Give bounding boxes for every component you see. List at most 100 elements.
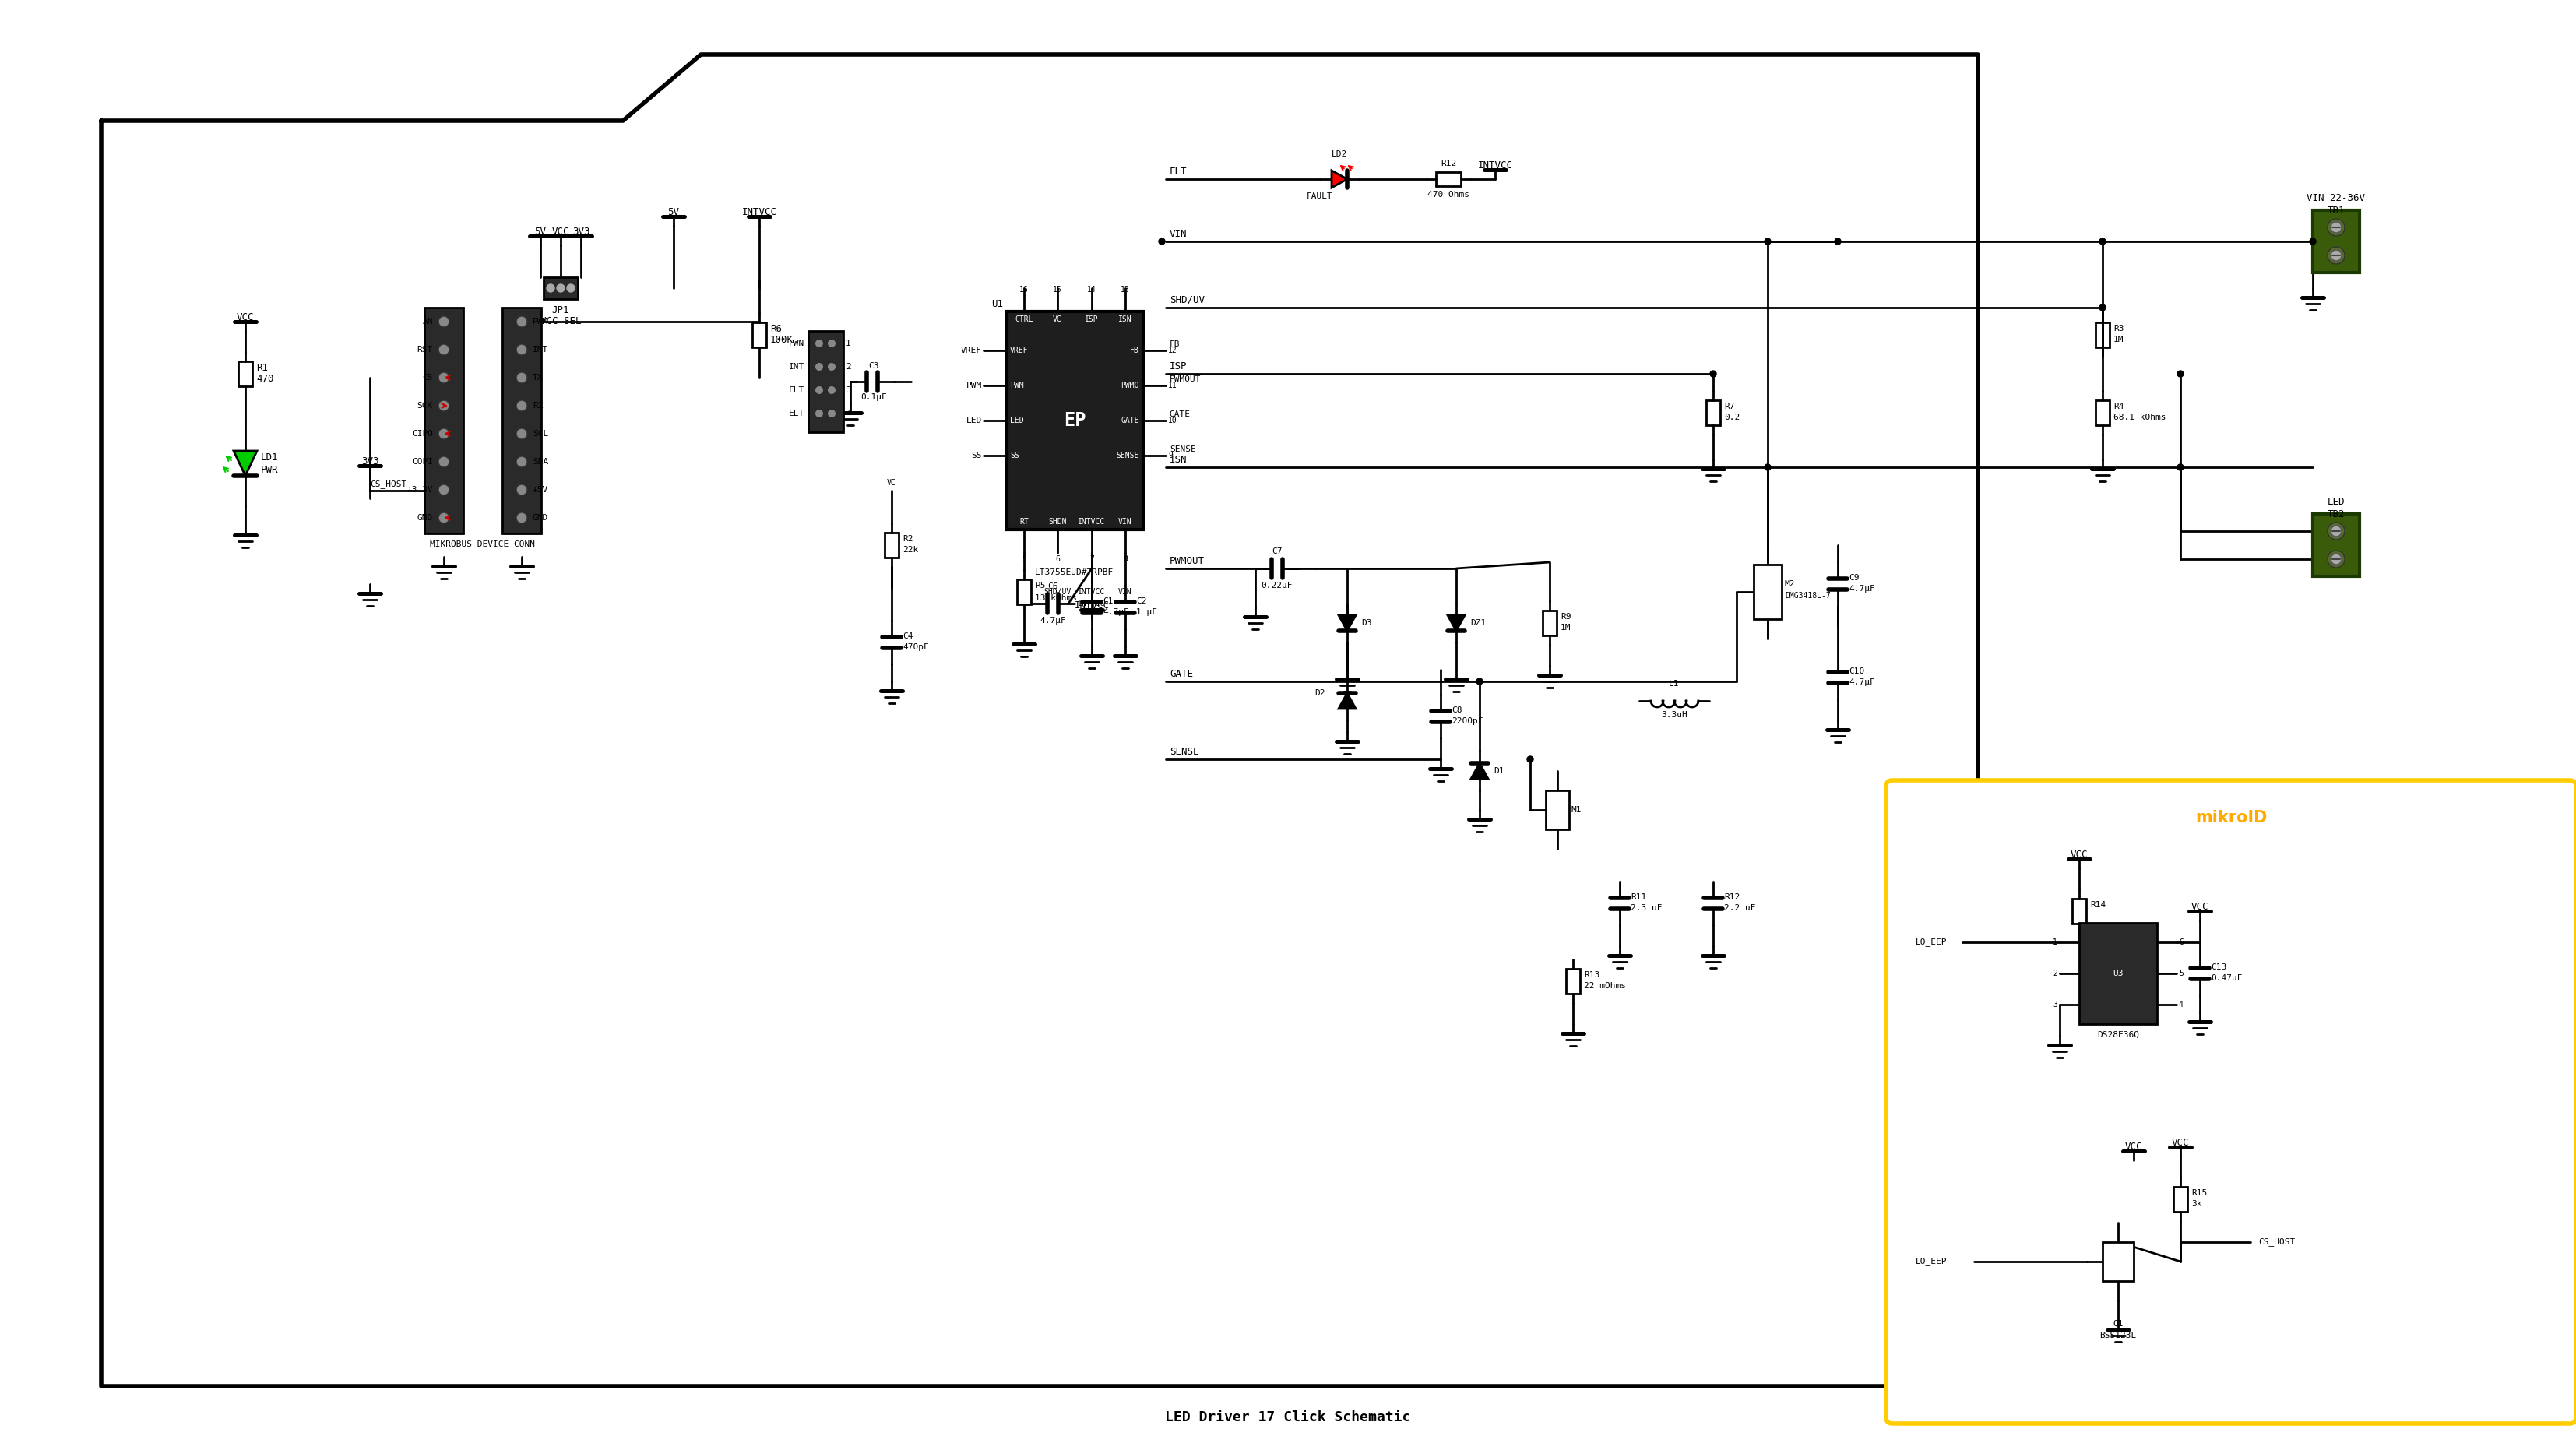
Text: 5: 5 [1023, 556, 1025, 563]
Circle shape [515, 428, 528, 439]
Text: CS_HOST: CS_HOST [371, 480, 407, 488]
Circle shape [2177, 464, 2184, 471]
Text: VREF: VREF [1010, 346, 1028, 355]
Text: INT: INT [533, 346, 549, 353]
Circle shape [2331, 526, 2342, 537]
Text: 13: 13 [1121, 286, 1131, 293]
Circle shape [2331, 223, 2342, 233]
Circle shape [515, 401, 528, 411]
Text: INTVCC: INTVCC [1077, 518, 1105, 526]
Text: VREF: VREF [961, 346, 981, 355]
Text: VIN: VIN [1170, 228, 1188, 238]
Circle shape [515, 513, 528, 523]
Circle shape [817, 409, 824, 418]
Text: 10: 10 [1167, 416, 1177, 425]
Text: 13 kOhms: 13 kOhms [1036, 595, 1077, 602]
Circle shape [515, 316, 528, 327]
Circle shape [2099, 238, 2105, 244]
Circle shape [2329, 523, 2344, 540]
Text: SENSE: SENSE [1115, 452, 1139, 460]
Text: C7: C7 [1273, 547, 1283, 556]
Text: VCC SEL: VCC SEL [541, 316, 582, 326]
Text: INT: INT [788, 363, 804, 370]
Text: C1: C1 [1103, 597, 1113, 605]
Text: PWMOUT: PWMOUT [1170, 375, 1200, 383]
Bar [240, 362, 252, 386]
Text: FB: FB [1131, 346, 1139, 355]
Text: GND: GND [2141, 1001, 2154, 1008]
Text: CS_HOST: CS_HOST [2259, 1238, 2295, 1246]
Text: 4.7μF: 4.7μF [1850, 678, 1875, 686]
Text: SS: SS [1010, 452, 1020, 460]
Text: R6: R6 [770, 323, 783, 333]
Text: SS: SS [971, 452, 981, 460]
Circle shape [1834, 238, 1842, 244]
Circle shape [817, 386, 824, 393]
Text: INTVCC: INTVCC [1077, 587, 1105, 596]
Circle shape [556, 284, 564, 292]
Text: LED: LED [1010, 416, 1023, 425]
Circle shape [1765, 464, 1770, 471]
Text: D2: D2 [1314, 689, 1327, 696]
Text: GND: GND [2081, 1001, 2097, 1008]
Text: FLT: FLT [788, 386, 804, 393]
FancyBboxPatch shape [1886, 780, 2576, 1423]
Bar [809, 330, 842, 432]
Text: FLT: FLT [1170, 167, 1188, 177]
Text: PWM: PWM [966, 382, 981, 389]
Polygon shape [1340, 694, 1355, 708]
Text: 4: 4 [845, 409, 850, 418]
Circle shape [2311, 238, 2316, 244]
Text: 2.2 uF: 2.2 uF [1723, 905, 1757, 912]
Text: COPI: COPI [412, 458, 433, 465]
Text: U3: U3 [2112, 969, 2123, 978]
Text: ISN: ISN [1170, 454, 1188, 464]
Text: 4.7μF: 4.7μF [1103, 609, 1128, 616]
Circle shape [438, 428, 448, 439]
Text: PWR: PWR [260, 464, 278, 475]
Text: R12: R12 [1723, 893, 1739, 900]
Circle shape [2177, 370, 2184, 376]
Text: PIO: PIO [2141, 969, 2154, 978]
Text: LED Driver 17 Click Schematic: LED Driver 17 Click Schematic [1164, 1410, 1412, 1425]
Text: 8: 8 [1123, 556, 1128, 563]
Text: 1M: 1M [1561, 623, 1571, 632]
Text: CS: CS [422, 373, 433, 382]
Text: D1: D1 [1494, 767, 1504, 775]
Circle shape [817, 339, 824, 348]
Bar [1754, 564, 1783, 619]
Circle shape [1710, 370, 1716, 376]
Text: VIN 22-36V: VIN 22-36V [2308, 192, 2365, 204]
Text: VCC: VCC [2141, 938, 2154, 946]
Bar [752, 323, 765, 348]
Circle shape [515, 457, 528, 467]
Text: R13: R13 [1584, 971, 1600, 979]
Text: LO_EEP: LO_EEP [1917, 1258, 1947, 1265]
Circle shape [515, 484, 528, 495]
Text: RX: RX [533, 402, 544, 409]
Text: GND: GND [417, 514, 433, 521]
Text: R9: R9 [1561, 613, 1571, 620]
Text: INTVCC: INTVCC [1077, 600, 1105, 607]
Text: GND: GND [533, 514, 549, 521]
Text: INTVCC: INTVCC [742, 207, 778, 217]
Text: M2: M2 [1785, 580, 1795, 587]
Text: R12: R12 [1440, 159, 1455, 168]
Text: 1: 1 [2053, 938, 2058, 946]
Text: C2: C2 [1136, 597, 1146, 605]
Text: TX: TX [533, 373, 544, 382]
Text: R5: R5 [1036, 582, 1046, 590]
Text: TB2: TB2 [2326, 510, 2344, 520]
Bar [1018, 579, 1030, 605]
Text: VCC: VCC [2071, 850, 2089, 860]
Circle shape [438, 401, 448, 411]
Text: 2.3 uF: 2.3 uF [1631, 905, 1662, 912]
Text: JP1: JP1 [551, 304, 569, 314]
Text: LT3755EUD#TRPBF: LT3755EUD#TRPBF [1036, 569, 1113, 576]
Bar [2313, 210, 2360, 273]
Text: C3: C3 [868, 362, 878, 370]
Text: C6: C6 [1048, 583, 1059, 590]
Text: R7: R7 [1723, 402, 1734, 411]
Text: VC: VC [886, 480, 896, 487]
Text: 9: 9 [1167, 452, 1172, 460]
